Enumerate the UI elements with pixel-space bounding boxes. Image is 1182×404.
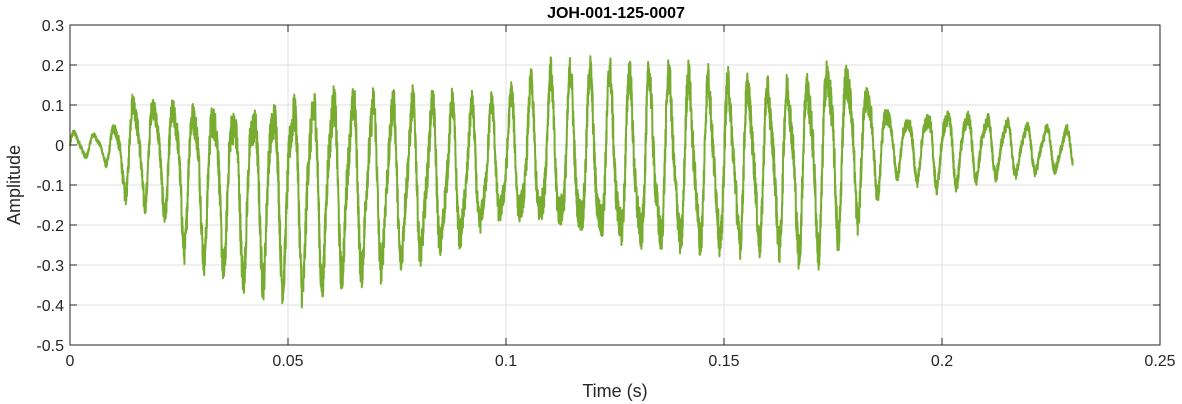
x-tick-label: 0.25 bbox=[1144, 353, 1175, 370]
y-tick-label: -0.2 bbox=[36, 218, 64, 235]
y-tick-label: -0.1 bbox=[36, 178, 64, 195]
x-tick-label: 0 bbox=[66, 353, 75, 370]
y-axis-tick-labels: 0.3 0.2 0.1 0 -0.1 -0.2 -0.3 -0.4 -0.5 bbox=[36, 18, 64, 355]
x-tick-label: 0.2 bbox=[931, 353, 953, 370]
axis-ticks bbox=[69, 24, 1161, 346]
y-tick-label: 0.1 bbox=[42, 98, 64, 115]
waveform-line bbox=[69, 55, 1074, 309]
y-axis-label: Amplitude bbox=[4, 145, 24, 225]
chart-title: JOH-001-125-0007 bbox=[547, 5, 685, 22]
x-tick-label: 0.1 bbox=[495, 353, 517, 370]
x-axis-tick-labels: 0 0.05 0.1 0.15 0.2 0.25 bbox=[66, 353, 1176, 370]
waveform-series bbox=[69, 55, 1074, 309]
y-tick-label: -0.5 bbox=[36, 338, 64, 355]
y-tick-label: -0.4 bbox=[36, 298, 64, 315]
y-tick-label: 0.3 bbox=[42, 18, 64, 35]
y-tick-label: 0 bbox=[55, 138, 64, 155]
x-axis-label: Time (s) bbox=[582, 381, 647, 401]
y-tick-label: -0.3 bbox=[36, 258, 64, 275]
y-tick-label: 0.2 bbox=[42, 58, 64, 75]
x-tick-label: 0.05 bbox=[272, 353, 303, 370]
x-tick-label: 0.15 bbox=[708, 353, 739, 370]
